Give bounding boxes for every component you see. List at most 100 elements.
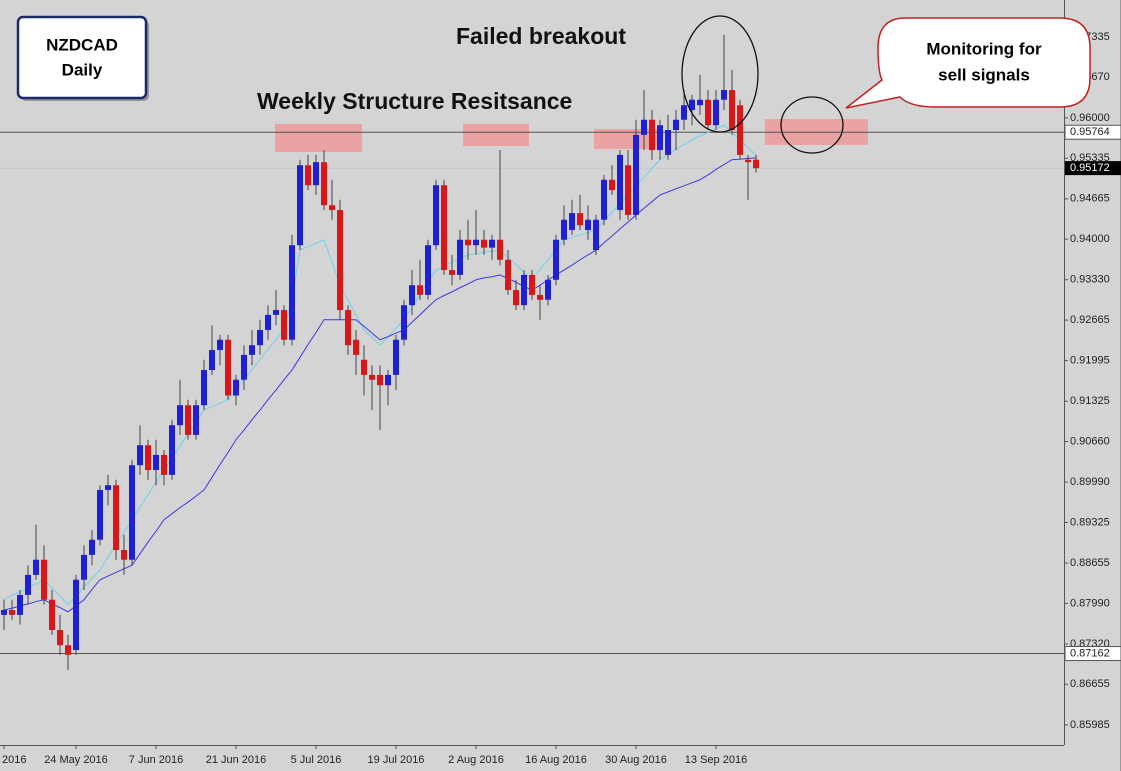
price-label-box <box>1064 646 1121 662</box>
y-tick-label: 0.94000 <box>1070 233 1110 245</box>
candle-body <box>225 339 231 396</box>
candle-body <box>593 219 599 251</box>
zone <box>275 124 362 152</box>
y-tick-label: 0.90660 <box>1070 435 1110 447</box>
candle-body <box>641 119 647 135</box>
candle-body <box>241 354 247 380</box>
candle-body <box>689 99 695 111</box>
candle-body <box>577 213 583 226</box>
moving-average <box>3 157 757 613</box>
candle-body <box>305 165 311 186</box>
candle-body <box>217 339 223 351</box>
candle-body <box>321 162 327 206</box>
x-tick-label: 19 Jul 2016 <box>368 754 425 766</box>
candle-body <box>369 374 375 380</box>
candle-body <box>681 105 687 120</box>
candle-body <box>209 350 215 371</box>
candle-body <box>97 490 103 540</box>
candle-body <box>281 310 287 340</box>
chart-subtitle: Daily <box>62 60 103 79</box>
candle-body <box>753 159 759 169</box>
ellipse <box>681 15 759 133</box>
candle-body <box>81 554 87 580</box>
y-tick-label: 0.89325 <box>1070 516 1110 528</box>
candle-body <box>569 213 575 231</box>
x-tick-label: 24 May 2016 <box>44 754 108 766</box>
x-tick-label: 2016 <box>2 754 26 766</box>
candle-body <box>521 274 527 306</box>
candle-body <box>153 454 159 471</box>
candle-body <box>25 574 31 595</box>
candle-body <box>473 239 479 246</box>
y-tick-label: 0.89990 <box>1070 476 1110 488</box>
candle-body <box>609 179 615 191</box>
y-tick-label: 0.96000 <box>1070 112 1110 124</box>
candle-body <box>337 210 343 311</box>
candle-body <box>257 330 263 346</box>
candle-body <box>313 162 319 186</box>
candle-body <box>441 185 447 271</box>
candle-body <box>513 290 519 306</box>
candle-body <box>737 105 743 155</box>
candle-body <box>457 239 463 275</box>
candle-body <box>265 314 271 331</box>
y-tick-label: 0.93330 <box>1070 274 1110 286</box>
candle-body <box>9 610 15 615</box>
candle-body <box>49 599 55 631</box>
x-tick-label: 13 Sep 2016 <box>685 754 747 766</box>
ellipse <box>780 96 844 154</box>
candle-body <box>545 279 551 300</box>
candle-body <box>41 559 47 600</box>
candle-body <box>481 239 487 248</box>
candle-body <box>361 359 367 375</box>
price-label: 0.87162 <box>1070 647 1110 659</box>
candle-body <box>489 239 495 248</box>
candle-body <box>377 374 383 386</box>
candle-body <box>273 310 279 315</box>
candle-body <box>713 99 719 126</box>
candle-body <box>145 445 151 471</box>
candle-body <box>249 345 255 355</box>
candle-body <box>705 99 711 126</box>
candle-body <box>617 154 623 211</box>
candle-body <box>665 130 671 155</box>
price-label: 0.95764 <box>1070 126 1110 138</box>
candle-body <box>505 259 511 291</box>
candle-body <box>529 274 535 295</box>
candle-body <box>353 339 359 355</box>
chart-title: NZDCAD <box>46 35 118 54</box>
candle-body <box>425 245 431 295</box>
current-price-box <box>1065 161 1121 176</box>
title-box <box>16 15 148 100</box>
candle-body <box>417 285 423 295</box>
candle-body <box>177 405 183 426</box>
candle-body <box>233 379 239 396</box>
candle-body <box>697 99 703 106</box>
candle-body <box>673 119 679 131</box>
candle-body <box>745 159 751 163</box>
candle-body <box>113 485 119 551</box>
candle-body <box>193 405 199 435</box>
y-tick-label: 0.87990 <box>1070 597 1110 609</box>
y-tick-label: 0.91325 <box>1070 395 1110 407</box>
x-tick-label: 30 Aug 2016 <box>605 754 667 766</box>
annotation: Failed breakout <box>456 23 626 49</box>
y-tick-label: 0.88655 <box>1070 557 1110 569</box>
candle-body <box>105 485 111 491</box>
candle-body <box>497 239 503 260</box>
y-tick-label: 0.91995 <box>1070 355 1110 367</box>
candle-body <box>433 185 439 246</box>
callout-text: sell signals <box>938 65 1030 84</box>
x-tick-label: 16 Aug 2016 <box>525 754 587 766</box>
overlay: NZDCAD Daily Failed breakout Weekly Stru… <box>16 15 1091 154</box>
price-label-box <box>1064 124 1121 140</box>
candle-body <box>161 454 167 475</box>
candle-body <box>121 550 127 560</box>
candle-body <box>553 239 559 280</box>
candle-body <box>17 594 23 615</box>
candle-body <box>449 270 455 275</box>
y-tick-label: 0.92665 <box>1070 314 1110 326</box>
candle-body <box>537 294 543 300</box>
